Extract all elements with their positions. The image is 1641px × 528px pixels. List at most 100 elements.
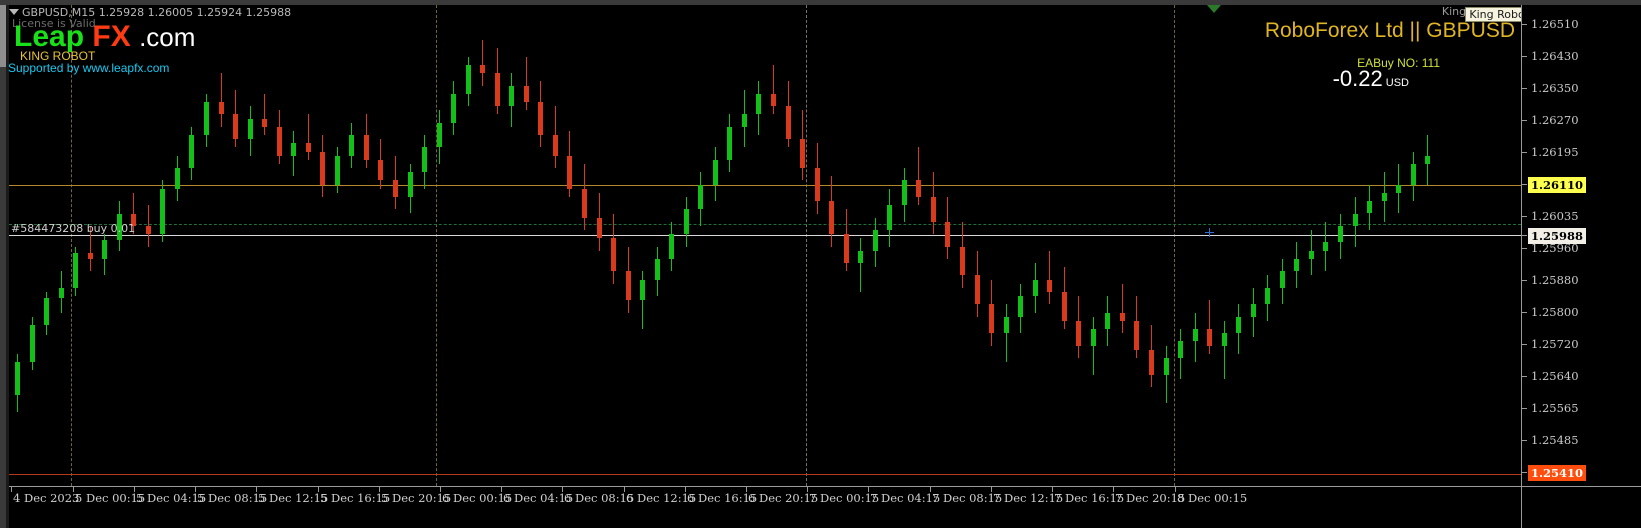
candle-body [771, 93, 776, 107]
price-tick [1522, 376, 1527, 378]
price-label: 1.25800 [1531, 305, 1579, 320]
candlestick [1294, 5, 1300, 486]
candlestick [1308, 5, 1314, 486]
candlestick [189, 5, 195, 486]
candlestick [116, 5, 122, 486]
price-scale[interactable]: 1.26510 1.26430 1.26350 1.26270 1.26195 1.261… [1521, 5, 1641, 486]
order-open-line [9, 223, 1521, 225]
price-tick [1522, 472, 1527, 474]
candlestick [552, 5, 558, 486]
candlestick [611, 5, 617, 486]
candlestick [1149, 5, 1154, 486]
candle-body [640, 279, 646, 301]
candle-body [872, 230, 878, 251]
candle-body [189, 135, 195, 169]
time-tick [624, 487, 625, 492]
candlestick [974, 5, 980, 486]
price-chart-canvas[interactable] [9, 5, 1521, 486]
candlestick [1018, 5, 1024, 486]
candlestick [1323, 5, 1329, 486]
candlestick [15, 5, 20, 486]
candlestick [291, 5, 297, 486]
candle-body [858, 250, 864, 264]
time-tick [11, 487, 12, 492]
candle-body [1425, 155, 1431, 164]
candle-body [698, 184, 704, 210]
candlestick [640, 5, 646, 486]
license-status-text: License is Valid [12, 17, 96, 30]
logo-dotcom-text: .com [139, 22, 196, 52]
candlestick [334, 5, 340, 486]
candle-wick [642, 271, 644, 330]
candlestick [698, 5, 704, 486]
candle-body [436, 122, 442, 148]
candlestick [160, 5, 166, 486]
candlestick [727, 5, 733, 486]
time-label: 5 Dec 20:15 [381, 491, 452, 505]
time-tick [318, 487, 319, 492]
candle-body [843, 234, 849, 264]
candle-body [1192, 329, 1198, 342]
candle-body [1396, 184, 1402, 193]
vertical-scrollbar-thumb[interactable] [0, 5, 6, 67]
time-tick [501, 487, 502, 492]
candle-body [582, 188, 587, 218]
time-label: 7 Dec 08:15 [932, 491, 1003, 505]
candlestick [1163, 5, 1169, 486]
candlestick [1352, 5, 1358, 486]
candlestick [1032, 5, 1038, 486]
candle-body [1250, 304, 1256, 317]
candlestick [843, 5, 849, 486]
candlestick [785, 5, 791, 486]
time-label: 5 Dec 08:15 [197, 491, 268, 505]
candle-wick [89, 225, 91, 272]
crosshair-cursor[interactable] [1205, 228, 1214, 238]
candlestick [1192, 5, 1198, 486]
candle-body [960, 246, 965, 276]
candlestick [1105, 5, 1111, 486]
time-tick [73, 487, 74, 492]
candlestick [363, 5, 369, 486]
time-tick [256, 487, 257, 492]
time-label: 6 Dec 20:15 [748, 491, 819, 505]
candle-body [218, 102, 224, 115]
time-scale[interactable]: 4 Dec 2023 5 Dec 00:15 5 Dec 04:15 5 Dec 08… [9, 486, 1521, 528]
profit-currency: USD [1385, 77, 1409, 89]
candle-body [1105, 312, 1111, 330]
chart-menu-caret-icon[interactable] [9, 9, 19, 15]
candle-body [509, 85, 515, 107]
candle-body [262, 118, 268, 127]
candlestick [305, 5, 311, 486]
price-tick [1522, 183, 1527, 185]
candlestick [814, 5, 820, 486]
price-tick [1522, 234, 1527, 236]
price-label: 1.25988 [1528, 227, 1587, 244]
candlestick [1396, 5, 1402, 486]
candle-body [378, 159, 384, 181]
candle-body [1236, 316, 1242, 334]
candle-body [131, 213, 137, 226]
leapfx-logo: Leap FX .com [14, 20, 195, 54]
candle-body [800, 139, 806, 169]
candle-body [1047, 279, 1053, 292]
candlestick [407, 5, 413, 486]
candlestick [1279, 5, 1285, 486]
candlestick [1236, 5, 1242, 486]
price-tick [1522, 440, 1527, 442]
candle-body [363, 135, 369, 160]
time-tick [379, 487, 380, 492]
candlestick [1381, 5, 1387, 486]
candle-body [945, 221, 951, 247]
candlestick [538, 5, 544, 486]
candle-body [727, 126, 733, 160]
time-tick [1113, 487, 1114, 492]
window-inner-edge [6, 5, 9, 528]
candlestick [741, 5, 747, 486]
candlestick [1207, 5, 1213, 486]
price-label: 1.26510 [1531, 16, 1579, 31]
candlestick [712, 5, 718, 486]
time-tick [195, 487, 196, 492]
candlestick [480, 5, 486, 486]
price-label: 1.25720 [1531, 337, 1579, 352]
price-label: 1.26350 [1531, 80, 1579, 95]
